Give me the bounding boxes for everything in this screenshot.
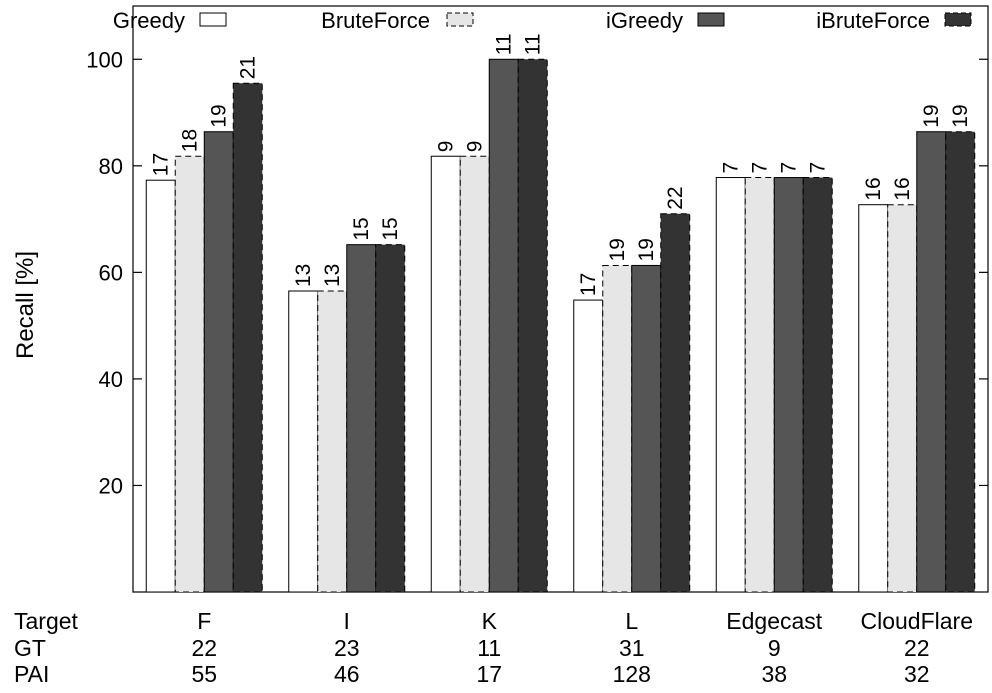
bar-value-label: 17 xyxy=(150,153,173,176)
table-row-label-gt: GT xyxy=(14,635,46,661)
x-tick-label-l: L xyxy=(625,608,638,634)
pai-value: 128 xyxy=(613,661,651,687)
legend-swatch-igreedy xyxy=(697,12,725,27)
legend-label-igreedy: iGreedy xyxy=(606,8,683,33)
y-axis-label: Recall [%] xyxy=(12,251,39,359)
bar-bruteforce-edgecast xyxy=(744,177,775,593)
y-tick-label: 20 xyxy=(99,473,123,498)
bar-greedy-l xyxy=(573,299,604,593)
bar-igreedy-edgecast xyxy=(773,177,804,593)
bar-value-label: 15 xyxy=(379,217,402,240)
y-tick-label: 60 xyxy=(99,260,123,285)
bar-value-label: 13 xyxy=(321,264,344,287)
bar-value-label: 11 xyxy=(493,33,516,55)
bar-value-label: 9 xyxy=(435,141,458,153)
x-tick-label-k: K xyxy=(482,608,498,634)
gt-value: 11 xyxy=(477,635,501,661)
y-tick-label: 100 xyxy=(86,47,123,72)
bar-greedy-f xyxy=(145,179,176,593)
bar-igreedy-cloudflare xyxy=(916,131,947,593)
bar-bruteforce-i xyxy=(317,290,348,593)
x-tick-label-edgecast: Edgecast xyxy=(726,608,823,634)
bar-value-label: 19 xyxy=(208,104,231,127)
plot-frame xyxy=(132,5,989,593)
bar-value-label: 19 xyxy=(635,238,658,261)
gt-value: 9 xyxy=(768,635,781,661)
y-tick-label: 80 xyxy=(99,154,123,179)
bar-greedy-i xyxy=(288,290,319,593)
pai-value: 17 xyxy=(476,661,502,687)
axes: 20 40 60 80 100 xyxy=(86,5,989,593)
pai-value: 46 xyxy=(334,661,360,687)
bar-ibruteforce-edgecast xyxy=(802,177,833,593)
gt-value: 22 xyxy=(904,635,930,661)
gt-value: 22 xyxy=(191,635,217,661)
pai-value: 32 xyxy=(904,661,930,687)
pai-value: 38 xyxy=(761,661,787,687)
bar-value-label: 18 xyxy=(179,129,202,152)
bar-value-label: 7 xyxy=(778,162,801,174)
bar-bruteforce-k xyxy=(459,155,490,593)
gt-value: 23 xyxy=(334,635,360,661)
legend-swatch-greedy xyxy=(199,12,227,27)
bar-value-label: 19 xyxy=(920,104,943,127)
bar-greedy-k xyxy=(430,155,461,593)
bar-ibruteforce-f xyxy=(232,82,263,593)
table-row-label-pai: PAI xyxy=(14,661,49,687)
bar-igreedy-l xyxy=(631,264,662,593)
category-table: TargetGTPAIF2255I2346K1117L31128Edgecast… xyxy=(14,608,973,687)
bar-value-label: 17 xyxy=(577,273,600,296)
table-row-label-target: Target xyxy=(14,608,79,634)
bar-greedy-edgecast xyxy=(715,177,746,593)
legend-swatch-ibruteforce xyxy=(944,12,972,27)
bar-value-label: 11 xyxy=(522,33,545,55)
legend-label-greedy: Greedy xyxy=(113,8,185,33)
bar-ibruteforce-cloudflare xyxy=(945,131,976,593)
bar-value-label: 7 xyxy=(720,162,743,174)
bar-igreedy-k xyxy=(488,58,519,593)
y-tick-label: 40 xyxy=(99,367,123,392)
bar-bruteforce-l xyxy=(602,264,633,593)
gt-value: 31 xyxy=(619,635,645,661)
x-tick-label-i: I xyxy=(344,608,350,634)
bar-value-label: 21 xyxy=(237,56,260,79)
bars xyxy=(145,58,976,593)
bar-value-label: 22 xyxy=(664,186,687,209)
legend-label-ibruteforce: iBruteForce xyxy=(816,8,930,33)
bar-value-label: 19 xyxy=(606,238,629,261)
bar-igreedy-f xyxy=(203,131,234,593)
bar-value-label: 7 xyxy=(807,162,830,174)
bar-value-label: 9 xyxy=(464,141,487,153)
bar-greedy-cloudflare xyxy=(858,204,889,593)
bar-bruteforce-cloudflare xyxy=(887,204,918,593)
bar-value-label: 16 xyxy=(862,177,885,200)
bar-value-label: 16 xyxy=(891,177,914,200)
bar-ibruteforce-k xyxy=(517,58,548,593)
bar-value-label: 15 xyxy=(350,217,373,240)
bar-igreedy-i xyxy=(346,244,377,593)
x-tick-label-f: F xyxy=(197,608,211,634)
bar-bruteforce-f xyxy=(174,155,205,593)
bar-ibruteforce-i xyxy=(375,244,406,593)
bar-value-label: 7 xyxy=(749,162,772,174)
legend: Greedy BruteForce iGreedy iBruteForce xyxy=(113,8,972,33)
bar-value-label: 19 xyxy=(949,104,972,127)
x-tick-label-cloudflare: CloudFlare xyxy=(861,608,974,634)
legend-swatch-bruteforce xyxy=(446,12,474,27)
bar-ibruteforce-l xyxy=(660,213,691,593)
bar-value-label: 13 xyxy=(292,264,315,287)
pai-value: 55 xyxy=(191,661,217,687)
legend-label-bruteforce: BruteForce xyxy=(321,8,430,33)
